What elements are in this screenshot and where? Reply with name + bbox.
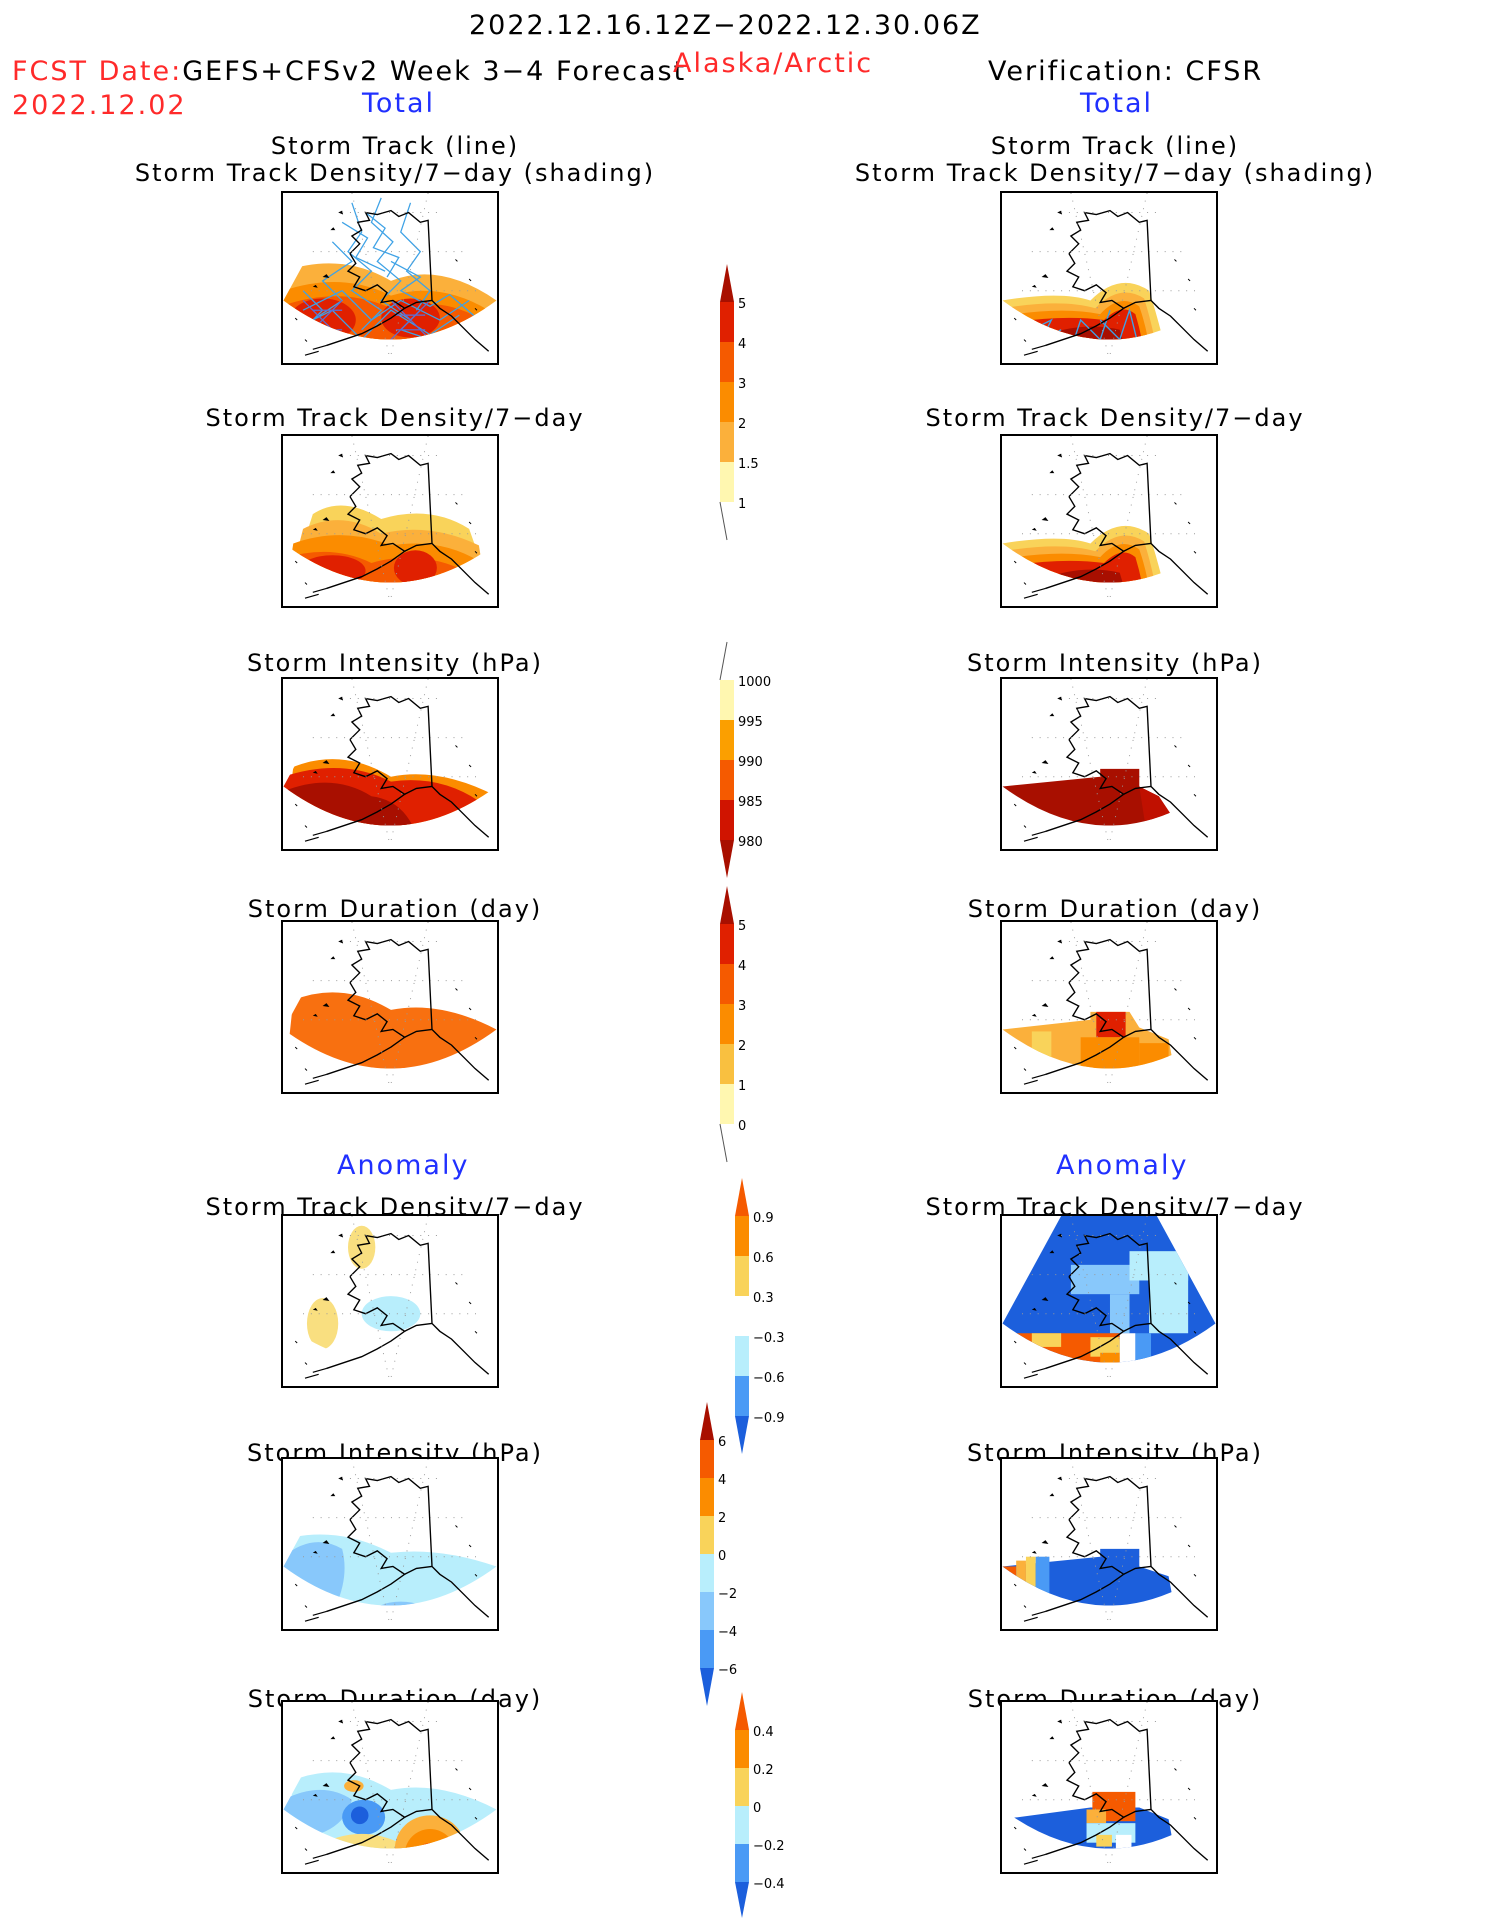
anomaly-label-right: Anomaly <box>1056 1150 1189 1181</box>
forecast-info: FCST Date:GEFS+CFSv2 Week 3−4 Forecast <box>12 56 686 87</box>
colorbar-duration-total: 0 1 2 3 4 5 <box>719 886 746 1163</box>
map-track-forecast <box>281 191 499 365</box>
cbar-density-tick-4: 4 <box>738 337 746 352</box>
cbar-duration-tick-3: 3 <box>738 999 746 1014</box>
cbar-anom-density-tick-1: 0.6 <box>753 1251 774 1266</box>
title-track-line-right: Storm Track (line) <box>990 132 1240 160</box>
cbar-anom-duration-tick-2: 0 <box>753 1801 761 1816</box>
title-density-left: Storm Track Density/7−day <box>205 404 585 432</box>
cbar-intensity-tick-1: 995 <box>738 715 763 730</box>
cbar-intensity-tick-3: 985 <box>738 795 763 810</box>
title-density-right: Storm Track Density/7−day <box>925 404 1305 432</box>
total-label-right: Total <box>1080 88 1154 119</box>
fcst-date-value: 2022.12.02 <box>12 90 187 121</box>
cbar-intensity-tick-2: 990 <box>738 755 763 770</box>
verification-label: Verification: CFSR <box>988 56 1264 87</box>
title-duration-left: Storm Duration (day) <box>247 895 543 923</box>
cbar-anom-duration-tick-0: 0.4 <box>753 1725 774 1740</box>
total-label-left: Total <box>362 88 436 119</box>
colorbar-density-total: 1 1.5 2 3 4 5 <box>719 264 759 541</box>
cbar-intensity-tick-0: 1000 <box>738 675 771 690</box>
cbar-anom-density-tick-0: 0.9 <box>753 1211 774 1226</box>
map-intensity-cfsr <box>1000 677 1218 851</box>
colorbar-duration-anom: 0.4 0.2 0 −0.2 −0.4 <box>735 1692 785 1918</box>
cbar-anom-intensity-tick-5: −4 <box>718 1625 737 1640</box>
cbar-duration-tick-0: 0 <box>738 1119 746 1134</box>
map-anom-duration-cfsr <box>1000 1700 1218 1874</box>
cbar-density-tick-0: 1 <box>738 497 746 512</box>
date-range-title: 2022.12.16.12Z−2022.12.30.06Z <box>469 10 982 41</box>
title-track-left: Storm Track (line) Storm Track Density/7… <box>130 133 660 187</box>
fcst-model: GEFS+CFSv2 Week 3−4 Forecast <box>182 56 687 87</box>
cbar-anom-density-tick-3: −0.3 <box>753 1331 785 1346</box>
cbar-anom-density-tick-4: −0.6 <box>753 1371 785 1386</box>
map-track-cfsr <box>1000 191 1218 365</box>
title-track-shading-left: Storm Track Density/7−day (shading) <box>134 159 656 187</box>
anomaly-label-left: Anomaly <box>337 1150 470 1181</box>
map-anom-density-forecast <box>281 1214 499 1388</box>
cbar-anom-duration-tick-3: −0.2 <box>753 1839 785 1854</box>
cbar-anom-duration-tick-1: 0.2 <box>753 1763 774 1778</box>
cbar-duration-tick-5: 5 <box>738 919 746 934</box>
cbar-density-tick-3: 3 <box>738 377 746 392</box>
cbar-anom-density-tick-5: −0.9 <box>753 1411 785 1426</box>
title-intensity-right: Storm Intensity (hPa) <box>967 649 1263 677</box>
cbar-anom-intensity-tick-2: 2 <box>718 1511 726 1526</box>
title-track-right: Storm Track (line) Storm Track Density/7… <box>850 133 1380 187</box>
cbar-anom-duration-tick-4: −0.4 <box>753 1877 785 1892</box>
title-track-line-left: Storm Track (line) <box>270 132 520 160</box>
cbar-anom-intensity-tick-6: −6 <box>718 1663 737 1678</box>
cbar-duration-tick-4: 4 <box>738 959 746 974</box>
colorbar-intensity-anom: 6 4 2 0 −2 −4 −6 <box>700 1402 737 1706</box>
cbar-duration-tick-1: 1 <box>738 1079 746 1094</box>
colorbar-density-anom: 0.9 0.6 0.3 −0.3 −0.6 −0.9 <box>735 1178 785 1454</box>
map-anom-duration-forecast <box>281 1700 499 1874</box>
cbar-intensity-tick-4: 980 <box>738 835 763 850</box>
fcst-date-label: FCST Date: <box>12 56 183 87</box>
map-duration-forecast <box>281 920 499 1094</box>
map-anom-intensity-cfsr <box>1000 1457 1218 1631</box>
map-intensity-forecast <box>281 677 499 851</box>
cbar-anom-intensity-tick-1: 4 <box>718 1473 726 1488</box>
cbar-anom-density-tick-2: 0.3 <box>753 1291 774 1306</box>
map-duration-cfsr <box>1000 920 1218 1094</box>
cbar-density-tick-2: 2 <box>738 417 746 432</box>
cbar-anom-intensity-tick-0: 6 <box>718 1435 726 1450</box>
cbar-density-tick-5: 5 <box>738 297 746 312</box>
title-intensity-left: Storm Intensity (hPa) <box>247 649 543 677</box>
map-anom-density-cfsr <box>1000 1214 1218 1388</box>
map-anom-intensity-forecast <box>281 1457 499 1631</box>
title-duration-right: Storm Duration (day) <box>967 895 1263 923</box>
map-density-cfsr <box>1000 434 1218 608</box>
map-density-forecast <box>281 434 499 608</box>
title-track-shading-right: Storm Track Density/7−day (shading) <box>854 159 1376 187</box>
cbar-density-tick-1: 1.5 <box>738 457 759 472</box>
colorbar-intensity-total: 1000 995 990 985 980 <box>719 641 771 878</box>
region-label: Alaska/Arctic <box>673 48 874 79</box>
cbar-anom-intensity-tick-4: −2 <box>718 1587 737 1602</box>
cbar-duration-tick-2: 2 <box>738 1039 746 1054</box>
cbar-anom-intensity-tick-3: 0 <box>718 1549 726 1564</box>
